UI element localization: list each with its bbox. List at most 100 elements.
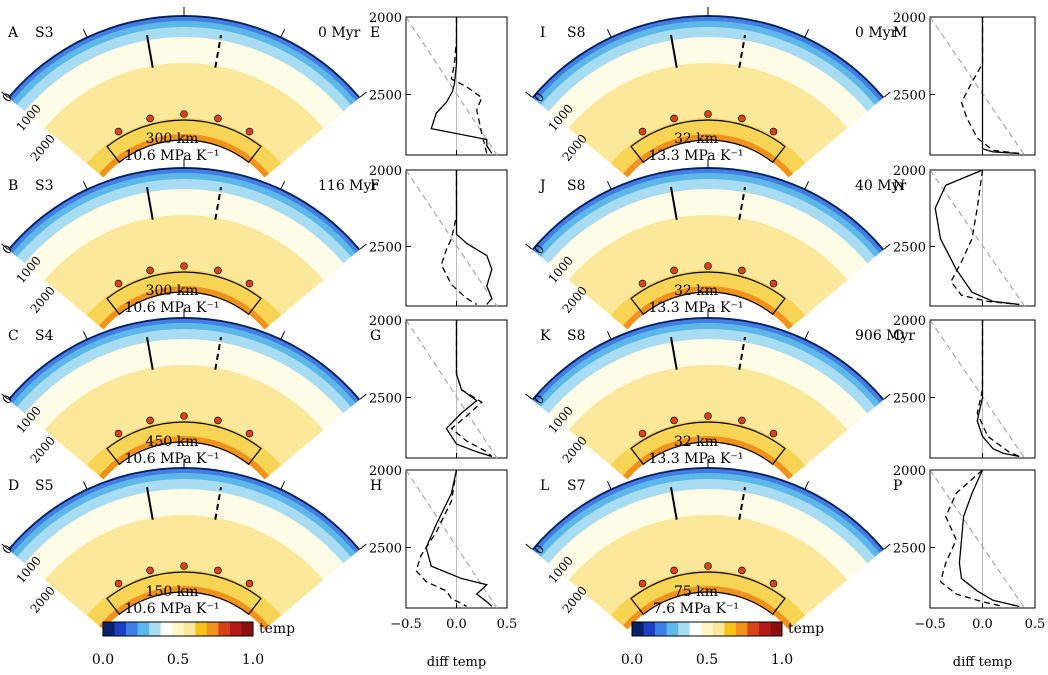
- lithosphere-band-2: [533, 468, 883, 554]
- x-tick-label: 0.0: [972, 617, 993, 632]
- profile-location-solid: [146, 337, 154, 370]
- colorbar-tick-label: 0.5: [167, 652, 189, 668]
- clapeyron-label: 13.3 MPa K⁻¹: [648, 451, 743, 467]
- plume-head: [114, 429, 123, 438]
- colorbar-swatch: [218, 622, 231, 636]
- profile-panel-label: M: [893, 25, 907, 41]
- lithosphere-band-3: [12, 472, 356, 557]
- surface-tick: [606, 331, 612, 339]
- plume-head: [114, 579, 123, 588]
- time-label: 116 Myr: [318, 178, 378, 194]
- profile-line-dashed: [939, 469, 1004, 608]
- profile-location-dashed: [214, 337, 222, 370]
- upper-mantle-band: [24, 488, 344, 581]
- plume-head: [704, 110, 712, 118]
- thickness-label: 300 km: [146, 283, 199, 299]
- lithosphere-band-3: [536, 173, 880, 257]
- profile-line-solid: [934, 169, 1020, 306]
- hot-basal-layer: [622, 285, 794, 330]
- warm-basal-layer: [86, 269, 282, 326]
- thickness-label: 300 km: [146, 131, 199, 147]
- profile-panel-label: O: [893, 328, 904, 344]
- upper-mantle-band: [548, 37, 868, 129]
- hot-basal-layer: [622, 435, 794, 480]
- profile-e: 2000 2500 E: [369, 11, 508, 156]
- profile-line-dashed: [950, 169, 1020, 306]
- plume-head: [704, 262, 712, 270]
- colorbar-swatch: [643, 622, 656, 636]
- surface-tick: [280, 481, 286, 489]
- pile-outline: [630, 119, 786, 164]
- y-tick-label: 2000: [893, 11, 926, 26]
- surface-tick: [606, 29, 612, 37]
- plume-head: [638, 279, 647, 288]
- clapeyron-label: 7.6 MPa K⁻¹: [653, 601, 739, 617]
- lithosphere-band-2: [9, 468, 359, 554]
- colorbar-swatch: [712, 622, 725, 636]
- plume-head: [769, 279, 778, 288]
- warm-basal-layer: [86, 419, 282, 476]
- colorbar-swatch: [735, 622, 748, 636]
- plume-head: [638, 127, 647, 136]
- lithosphere-band-2: [533, 169, 883, 254]
- upper-mantle-band: [548, 339, 868, 431]
- colorbar-swatch: [160, 622, 173, 636]
- profile-panel-label: P: [893, 478, 902, 494]
- x-tick-label: −0.5: [914, 617, 946, 632]
- profile-line-solid: [425, 469, 493, 607]
- colorbar-swatch: [632, 622, 645, 636]
- reference-line: [929, 169, 1025, 307]
- plume-head: [214, 566, 222, 575]
- profile-line-dashed: [415, 469, 467, 608]
- clapeyron-label: 10.6 MPa K⁻¹: [124, 451, 219, 467]
- surface-tick: [606, 481, 612, 489]
- profile-location-dashed: [214, 187, 222, 220]
- lithosphere-band-3: [536, 20, 880, 105]
- clapeyron-label: 10.6 MPa K⁻¹: [124, 300, 219, 316]
- lithosphere-band-2: [9, 16, 359, 102]
- colorbar-swatch: [678, 622, 691, 636]
- lithosphere-band-3: [12, 322, 356, 407]
- plume-head: [245, 579, 254, 588]
- hot-basal-layer: [98, 586, 270, 630]
- colorbar-swatch: [183, 622, 196, 636]
- x-axis-label: diff temp: [427, 655, 486, 670]
- colorbar-swatch: [770, 622, 783, 636]
- y-tick-label: 2000: [893, 314, 926, 329]
- pile-outline: [106, 119, 262, 164]
- depth-tick-label: 2000: [28, 284, 58, 316]
- model-label: S8: [567, 178, 586, 194]
- clapeyron-label: 13.3 MPa K⁻¹: [648, 300, 743, 316]
- colorbar-swatch: [206, 622, 219, 636]
- colorbar-swatch: [724, 622, 737, 636]
- y-tick-label: 2500: [893, 542, 926, 557]
- colorbar-1: temp 0.0 0.5 1.0: [92, 621, 295, 668]
- colorbar-frame: [631, 621, 783, 637]
- profile-g: 2000 2500 G: [369, 314, 508, 459]
- plume-head: [114, 127, 123, 136]
- profile-line-dashed: [440, 170, 478, 306]
- surface-tick: [359, 243, 367, 250]
- upper-mantle-band: [548, 489, 868, 581]
- plume-head: [180, 262, 188, 270]
- hot-basal-layer: [98, 436, 270, 480]
- lithosphere-band-4: [541, 329, 875, 414]
- surface-tick: [280, 29, 286, 37]
- profile-line-solid: [958, 469, 1020, 608]
- plume-head: [670, 114, 678, 123]
- surface-tick: [82, 481, 88, 489]
- colorbar-swatch: [114, 622, 127, 636]
- plume-head: [670, 416, 678, 425]
- y-tick-label: 2000: [893, 464, 926, 479]
- surface-tick: [525, 243, 533, 250]
- plume-head: [146, 566, 154, 575]
- profile-location-dashed: [738, 187, 746, 220]
- plume-head: [180, 412, 188, 420]
- depth-tick-label: 2000: [28, 434, 58, 466]
- y-tick-label: 2500: [369, 392, 402, 407]
- panel-label: I: [540, 25, 546, 41]
- profile-h: 2000 2500 H −0.5 0.0 0.5 diff temp: [369, 464, 517, 670]
